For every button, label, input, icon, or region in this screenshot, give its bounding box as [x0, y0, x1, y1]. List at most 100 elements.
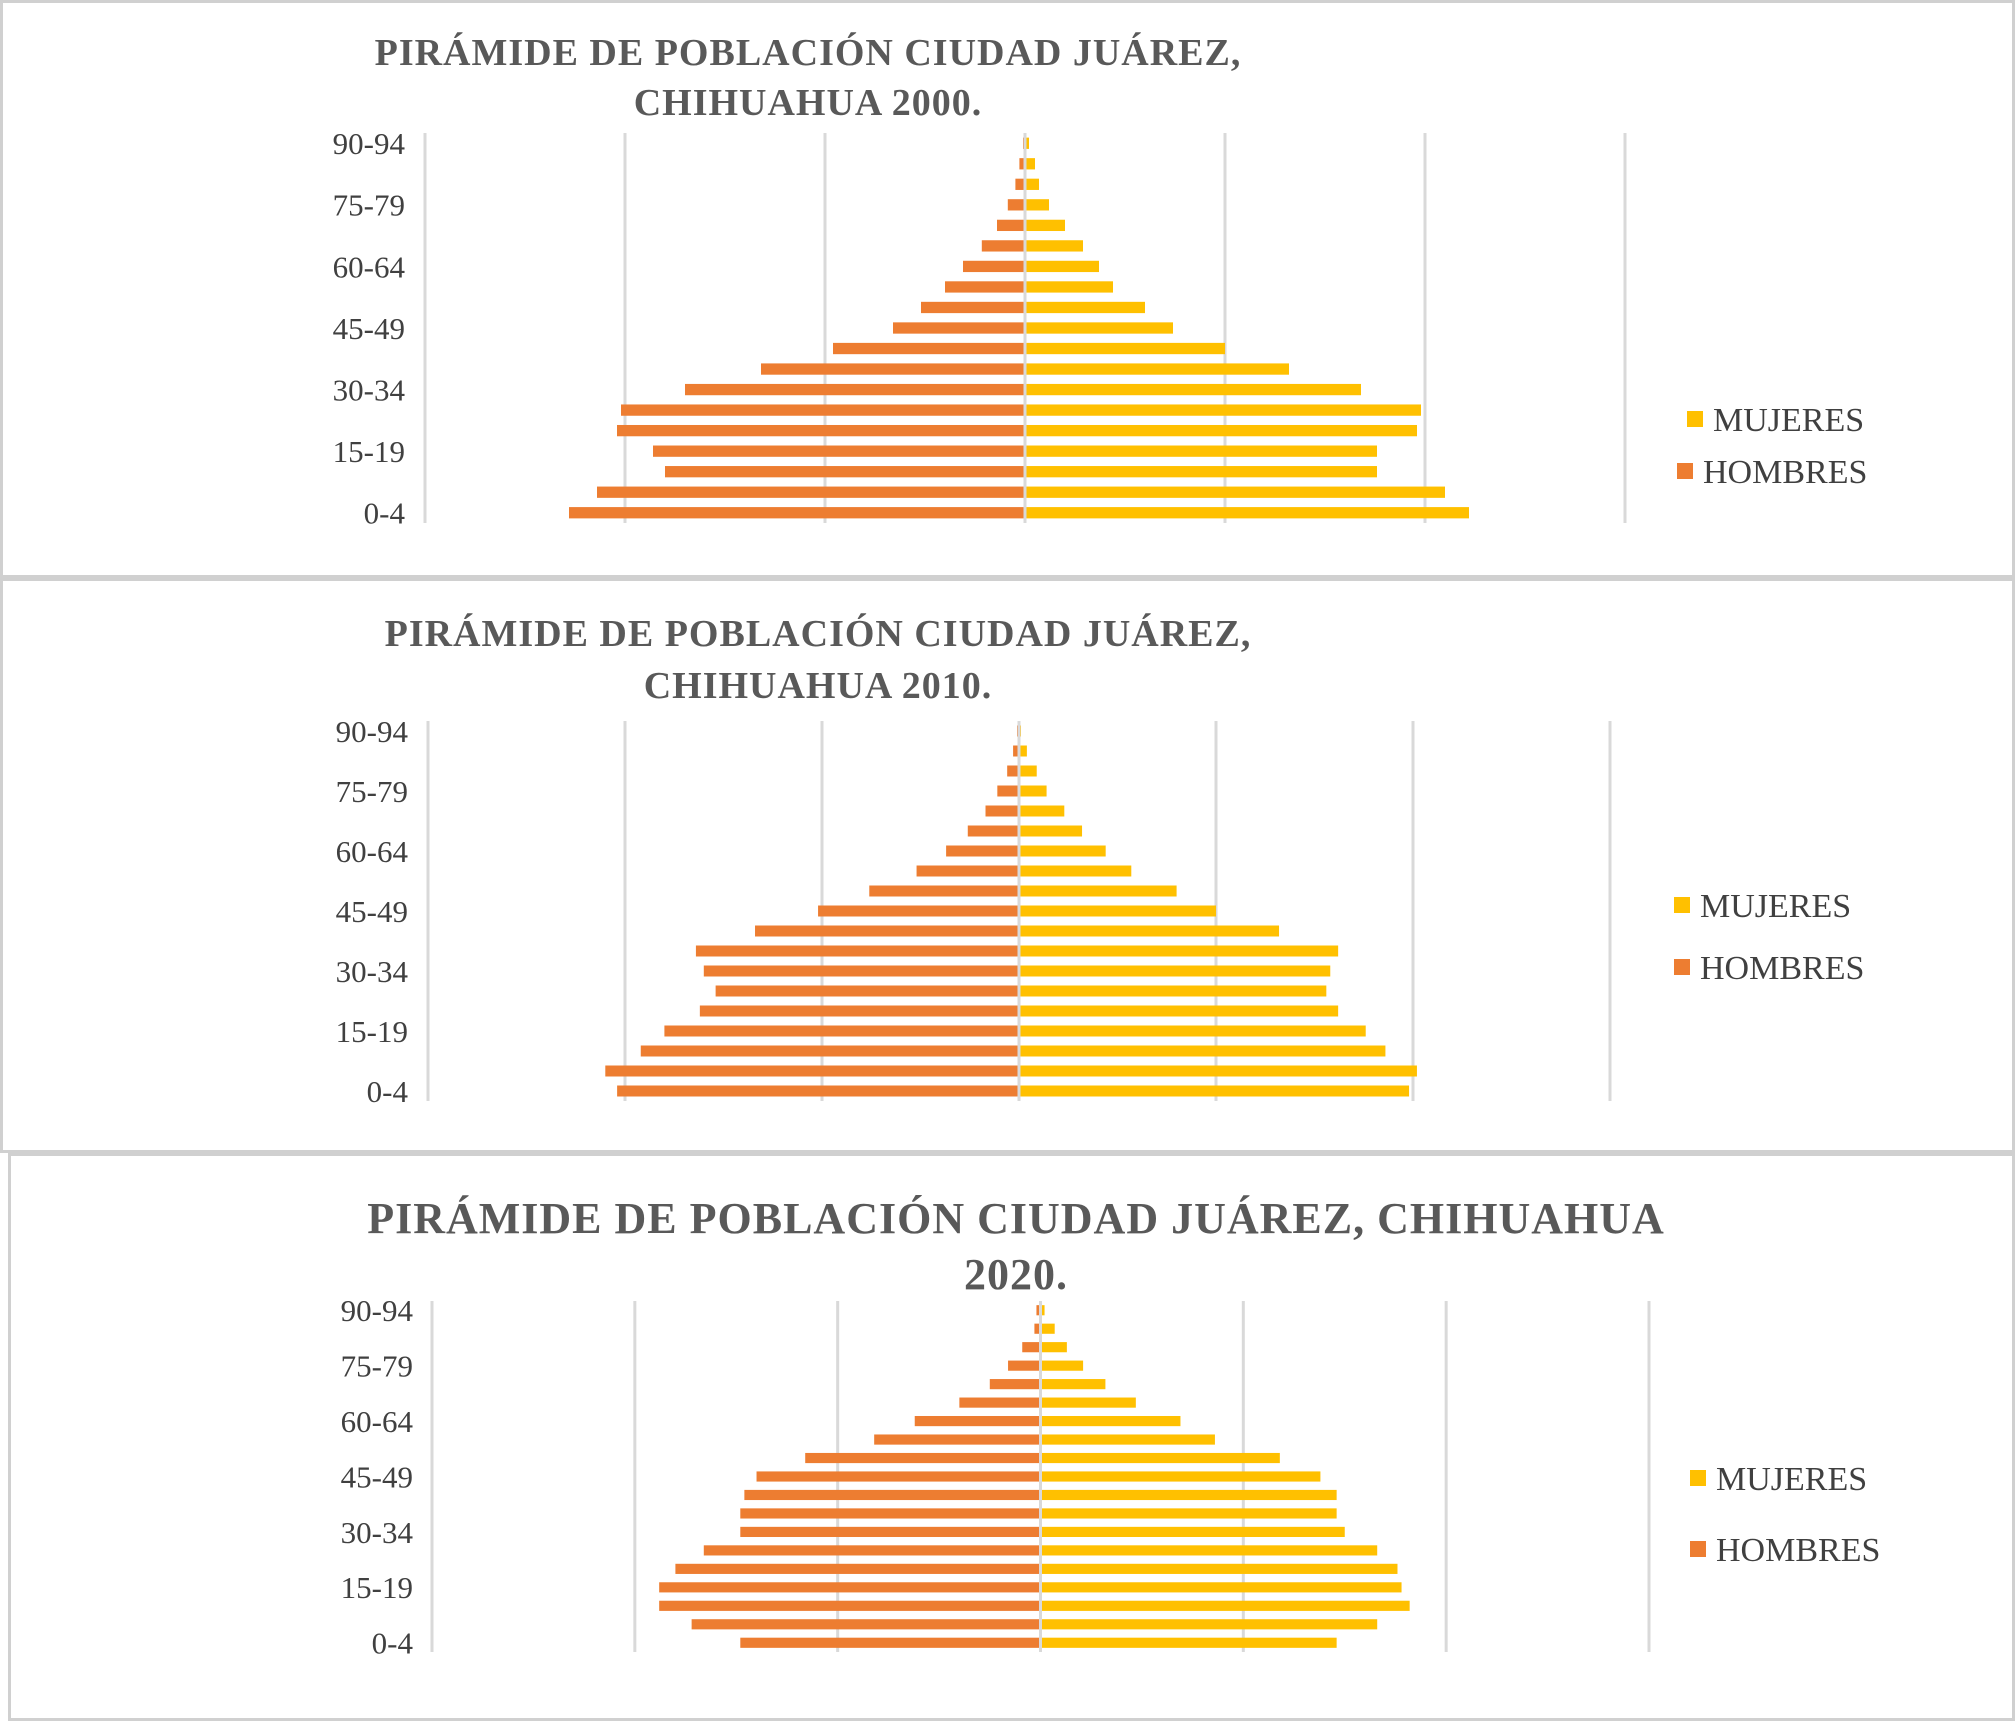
- bar-mujeres-40-44: [1019, 925, 1280, 937]
- bar-mujeres-60-64: [1019, 845, 1106, 857]
- bar-mujeres-5-9: [1019, 1065, 1417, 1077]
- chart-title-line: 2020.: [964, 1250, 1068, 1299]
- bar-mujeres-20-24: [1025, 424, 1417, 437]
- bar-hombres-80-84: [1015, 178, 1025, 190]
- bar-hombres-25-29: [703, 1545, 1041, 1556]
- bar-hombres-70-74: [985, 805, 1019, 817]
- bar-mujeres-75-79: [1019, 785, 1047, 797]
- legend-label-hombres: HOMBRES: [1703, 454, 1867, 491]
- y-tick-label: 0-4: [372, 1626, 414, 1661]
- legend-swatch-hombres: [1690, 1541, 1706, 1557]
- bar-hombres-65-69: [981, 240, 1025, 252]
- bar-hombres-45-49: [756, 1471, 1041, 1482]
- bar-mujeres-15-19: [1025, 445, 1377, 457]
- bar-hombres-70-74: [989, 1379, 1041, 1390]
- legend-label-hombres: HOMBRES: [1700, 950, 1864, 987]
- y-tick-label: 45-49: [341, 1459, 413, 1494]
- bar-hombres-60-64: [963, 260, 1025, 273]
- bar-mujeres-35-39: [1040, 1508, 1337, 1519]
- bar-hombres-70-74: [997, 219, 1025, 232]
- bar-mujeres-45-49: [1019, 905, 1216, 917]
- bar-hombres-10-14: [665, 466, 1025, 478]
- bar-hombres-30-34: [685, 383, 1025, 396]
- chart-panel-2000: PIRÁMIDE DE POBLACIÓN CIUDAD JUÁREZ, CHIH…: [0, 0, 2015, 578]
- bar-mujeres-25-29: [1040, 1545, 1378, 1556]
- bar-hombres-50-54: [921, 301, 1025, 314]
- legend-label-hombres: HOMBRES: [1716, 1532, 1880, 1569]
- bar-hombres-40-44: [833, 342, 1025, 355]
- bar-mujeres-35-39: [1025, 363, 1289, 375]
- bar-hombres-35-39: [761, 363, 1025, 375]
- bar-mujeres-0-4: [1040, 1637, 1337, 1648]
- bar-mujeres-55-59: [1019, 865, 1132, 877]
- y-tick-label: 90-94: [341, 1293, 414, 1328]
- legend-swatch-hombres: [1674, 959, 1690, 975]
- bar-hombres-0-4: [617, 1085, 1019, 1097]
- bar-hombres-30-34: [740, 1526, 1041, 1538]
- bar-hombres-75-79: [1008, 1360, 1041, 1371]
- bar-mujeres-30-34: [1019, 965, 1331, 977]
- bar-hombres-5-9: [691, 1619, 1041, 1630]
- chart-panel-2010: PIRÁMIDE DE POBLACIÓN CIUDAD JUÁREZ, CHIH…: [0, 578, 2015, 1153]
- chart-title-line: PIRÁMIDE DE POBLACIÓN CIUDAD JUÁREZ,: [385, 613, 1252, 655]
- bar-hombres-30-34: [703, 965, 1019, 977]
- bar-mujeres-75-79: [1025, 199, 1049, 211]
- bar-mujeres-40-44: [1025, 342, 1225, 355]
- bar-mujeres-80-84: [1025, 178, 1039, 190]
- bar-hombres-25-29: [715, 985, 1019, 997]
- chart-title-line: CHIHUAHUA 2010.: [644, 665, 993, 707]
- bar-hombres-80-84: [1022, 1342, 1041, 1353]
- legend-swatch-mujeres: [1687, 411, 1703, 427]
- bar-mujeres-50-54: [1019, 885, 1177, 897]
- bar-hombres-90-94: [1036, 1305, 1041, 1316]
- y-tick-label: 90-94: [336, 714, 409, 749]
- bar-hombres-10-14: [659, 1600, 1041, 1611]
- bar-mujeres-70-74: [1025, 219, 1065, 232]
- bar-mujeres-0-4: [1025, 507, 1469, 519]
- legend-label-mujeres: MUJERES: [1700, 888, 1851, 925]
- bar-hombres-15-19: [659, 1582, 1041, 1593]
- y-tick-label: 75-79: [336, 774, 408, 809]
- bar-hombres-10-14: [640, 1045, 1019, 1057]
- bar-hombres-25-29: [621, 404, 1025, 416]
- y-tick-label: 75-79: [341, 1349, 413, 1384]
- bar-mujeres-70-74: [1040, 1379, 1106, 1390]
- bar-hombres-50-54: [805, 1452, 1041, 1464]
- chart-svg: PIRÁMIDE DE POBLACIÓN CIUDAD JUÁREZ, CHIH…: [333, 32, 1868, 531]
- bar-hombres-40-44: [755, 925, 1019, 937]
- legend-swatch-mujeres: [1690, 1470, 1706, 1486]
- bar-hombres-45-49: [893, 322, 1025, 334]
- bar-mujeres-85-89: [1040, 1323, 1055, 1334]
- bar-mujeres-50-54: [1040, 1452, 1280, 1464]
- y-tick-label: 90-94: [333, 126, 406, 161]
- y-tick-label: 30-34: [336, 954, 409, 989]
- bar-hombres-35-39: [695, 945, 1019, 957]
- bar-hombres-85-89: [1034, 1323, 1041, 1334]
- y-tick-label: 0-4: [367, 1074, 409, 1109]
- bar-mujeres-0-4: [1019, 1085, 1410, 1097]
- chart-svg: PIRÁMIDE DE POBLACIÓN CIUDAD JUÁREZ, CHIH…: [336, 613, 1865, 1109]
- bar-mujeres-20-24: [1019, 1005, 1339, 1017]
- bar-mujeres-90-94: [1025, 137, 1029, 149]
- y-tick-label: 15-19: [333, 434, 405, 469]
- bar-mujeres-65-69: [1019, 825, 1083, 837]
- bar-hombres-55-59: [874, 1434, 1041, 1445]
- bar-hombres-35-39: [740, 1508, 1041, 1519]
- bar-mujeres-60-64: [1025, 260, 1099, 273]
- y-tick-label: 75-79: [333, 188, 405, 223]
- bar-hombres-55-59: [916, 865, 1019, 877]
- bar-hombres-5-9: [605, 1065, 1019, 1077]
- bar-mujeres-25-29: [1025, 404, 1421, 416]
- chart-svg: PIRÁMIDE DE POBLACIÓN CIUDAD JUÁREZ, CHI…: [341, 1194, 1881, 1661]
- bar-hombres-75-79: [997, 785, 1019, 797]
- bar-hombres-60-64: [914, 1415, 1041, 1427]
- y-tick-label: 30-34: [341, 1515, 414, 1550]
- bar-hombres-50-54: [869, 885, 1019, 897]
- bar-mujeres-80-84: [1040, 1342, 1067, 1353]
- chart-title-line: PIRÁMIDE DE POBLACIÓN CIUDAD JUÁREZ,: [375, 32, 1242, 74]
- y-tick-label: 60-64: [341, 1404, 414, 1439]
- chart-panel-2020: PIRÁMIDE DE POBLACIÓN CIUDAD JUÁREZ, CHI…: [8, 1153, 2015, 1721]
- bar-mujeres-70-74: [1019, 805, 1065, 817]
- bar-mujeres-5-9: [1040, 1619, 1378, 1630]
- bar-mujeres-15-19: [1040, 1582, 1402, 1593]
